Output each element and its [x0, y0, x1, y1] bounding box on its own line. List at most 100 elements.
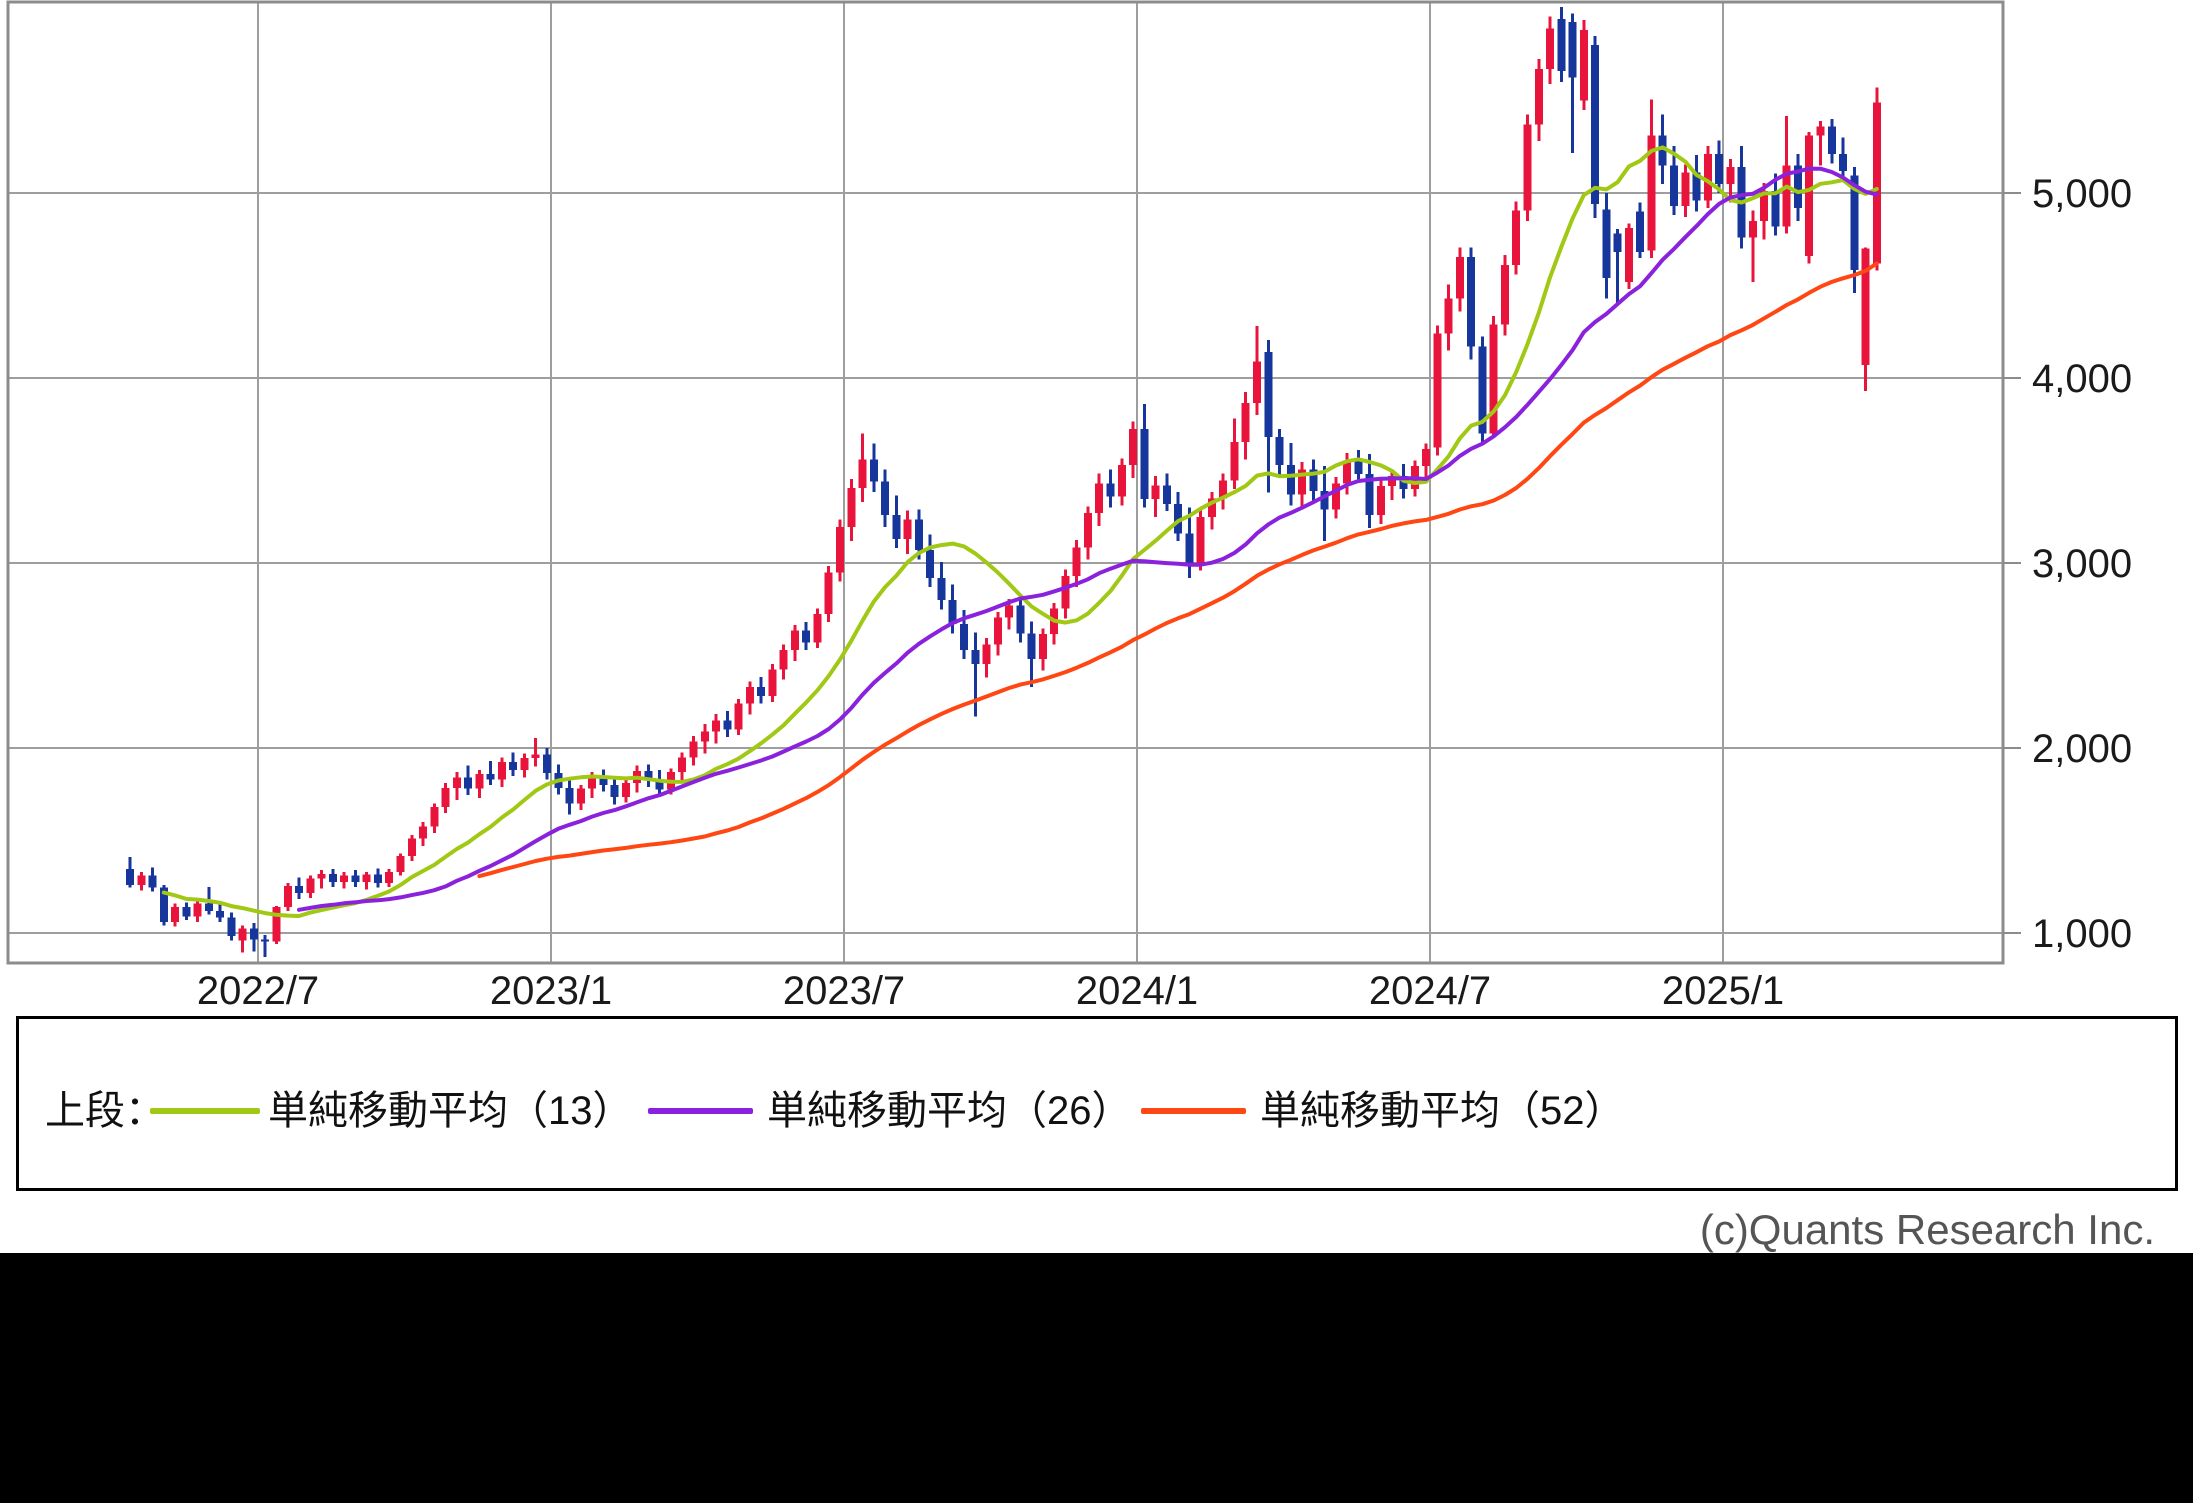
candle-body [1095, 483, 1104, 514]
candle-body [1253, 361, 1261, 403]
candle-body [340, 875, 349, 883]
candle-body [137, 875, 146, 885]
copyright-text: (c)Quants Research Inc. [1699, 1206, 2155, 1253]
candle-body [1174, 503, 1183, 534]
candle-body [1185, 533, 1194, 565]
candle-body [1726, 167, 1735, 184]
candle-body [238, 928, 247, 941]
x-axis-labels: 2022/7 2023/1 2023/7 2024/1 2024/7 2025/… [197, 969, 1784, 1013]
candle-body [542, 754, 551, 773]
candle-body [937, 577, 946, 600]
candle-body [1523, 124, 1532, 211]
candle-body [914, 519, 923, 551]
candle-wick [320, 870, 324, 889]
candle-body [655, 780, 664, 790]
candle-body [993, 617, 1002, 645]
candle-body [588, 776, 597, 789]
candle-body [126, 869, 134, 885]
y-tick-label: 3,000 [2032, 542, 2132, 586]
candle-body [1591, 45, 1600, 205]
candle-body [306, 878, 315, 894]
bottom-black-bar [0, 1253, 2193, 1503]
candle-body [373, 874, 382, 884]
sma-line-26 [297, 166, 1879, 912]
candle-body [1816, 126, 1825, 136]
candle-body [464, 777, 473, 789]
x-tick-label: 2023/7 [783, 969, 905, 1013]
candle-body [328, 873, 337, 883]
candle-body [1478, 346, 1487, 434]
candle-body [1320, 490, 1329, 510]
candle-body [723, 720, 732, 730]
candle-body [430, 807, 439, 827]
candle-wick [973, 632, 977, 717]
candle-body [1005, 605, 1014, 618]
x-tick-label: 2022/7 [197, 969, 319, 1013]
candle-body [1658, 135, 1667, 166]
candle-body [1613, 233, 1622, 253]
candle-body [790, 630, 799, 650]
candle-body [881, 481, 890, 515]
candle-body [948, 600, 957, 625]
x-tick-label: 2025/1 [1662, 969, 1784, 1013]
sma13-legend-label: 単純移動平均（13） [268, 1089, 633, 1133]
candle-body [869, 459, 878, 482]
candle-body [847, 488, 856, 527]
candle-body [1703, 154, 1712, 201]
candle-body [1365, 474, 1374, 515]
candle-wick [1616, 229, 1620, 304]
candle-body [1467, 256, 1476, 347]
candle-wick [489, 760, 493, 785]
candle-body [1715, 154, 1724, 184]
candle-body [1636, 211, 1645, 253]
candle-body [700, 731, 709, 742]
sma52-legend-line-icon [1141, 1108, 1246, 1114]
candle-body [1106, 483, 1115, 497]
candle-body [227, 917, 236, 936]
legend-row-label: 上段： [45, 1089, 165, 1133]
y-axis-labels: 5,000 4,000 3,000 2,000 1,000 [2032, 172, 2132, 956]
candle-body [419, 826, 428, 839]
candle-body [475, 773, 484, 789]
legend: 上段： 単純移動平均（13） 単純移動平均（26） 単純移動平均（52） [16, 1016, 2178, 1191]
candle-body [385, 871, 394, 884]
candle-body [1793, 165, 1802, 208]
sma52-legend-label: 単純移動平均（52） [1260, 1089, 1625, 1133]
candle-body [1354, 460, 1363, 475]
candle-body [1162, 485, 1171, 504]
candle-body [779, 649, 788, 670]
candle-body [1489, 324, 1498, 434]
candle-body [768, 669, 777, 697]
candle-body [1016, 605, 1025, 634]
x-tick-label: 2024/1 [1076, 969, 1198, 1013]
candle-body [1072, 547, 1081, 576]
candle-body [1264, 352, 1273, 438]
candle-body [802, 630, 811, 643]
candle-body [1839, 154, 1848, 171]
candle-body [1422, 449, 1431, 466]
candle-body [903, 519, 912, 539]
candle-body [171, 907, 180, 922]
sma26-legend-label: 単純移動平均（26） [767, 1089, 1132, 1133]
candle-wick [1751, 210, 1755, 282]
candle-body [1568, 21, 1577, 78]
candle-body [734, 703, 743, 730]
candle-body [892, 514, 901, 539]
plot-border [6, 0, 2005, 965]
candle-body [1624, 228, 1633, 282]
candle-body [216, 910, 225, 918]
candle-body [565, 787, 574, 804]
candle-body [1117, 464, 1126, 497]
candle-body [836, 526, 845, 573]
candle-body [1500, 265, 1509, 325]
candle-body [1331, 483, 1340, 510]
candle-body [1129, 428, 1138, 465]
candle-body [1207, 498, 1216, 517]
candle-body [1872, 102, 1881, 264]
candle-body [1027, 633, 1036, 660]
candle-body [295, 885, 304, 894]
candle-body [193, 903, 202, 917]
candle-body [971, 649, 980, 664]
candle-body [1455, 256, 1464, 299]
